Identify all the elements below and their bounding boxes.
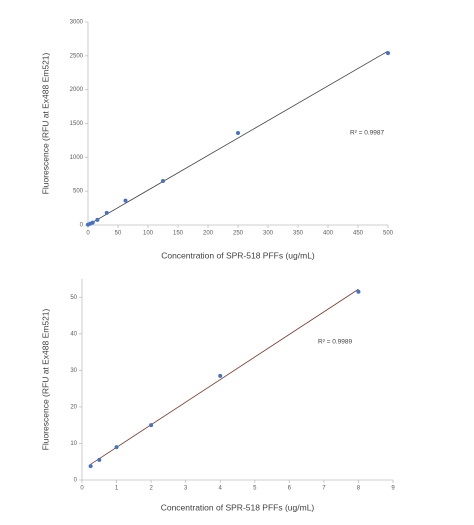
data-point xyxy=(356,289,361,294)
x-tick-label: 7 xyxy=(322,486,326,492)
x-tick-label: 1 xyxy=(115,486,119,492)
x-axis-title: Concentration of SPR-518 PFFs (ug/mL) xyxy=(161,250,315,260)
data-point xyxy=(161,179,165,184)
y-tick-label: 20 xyxy=(70,404,77,410)
x-tick-label: 200 xyxy=(203,231,214,237)
x-tick-label: 350 xyxy=(293,231,304,237)
data-point xyxy=(95,217,100,222)
data-point xyxy=(97,457,102,462)
trendline xyxy=(90,288,359,465)
x-tick-label: 8 xyxy=(357,486,361,492)
y-tick-label: 40 xyxy=(70,331,77,337)
x-tick-label: 150 xyxy=(173,231,184,237)
x-tick-label: 3 xyxy=(184,486,188,492)
x-tick-label: 250 xyxy=(233,231,244,237)
y-axis-title: Fluorescence (RFU at Ex488 Em521) xyxy=(40,52,50,194)
x-tick-label: 5 xyxy=(253,486,257,492)
x-tick-label: 2 xyxy=(149,486,153,492)
data-point xyxy=(236,130,240,135)
x-tick-label: 0 xyxy=(86,231,90,237)
data-point xyxy=(149,423,154,428)
trendline xyxy=(87,50,389,226)
x-tick-label: 500 xyxy=(383,231,394,237)
x-tick-label: 100 xyxy=(143,231,154,237)
data-point xyxy=(104,210,109,215)
y-tick-label: 10 xyxy=(70,441,77,447)
y-tick-label: 2000 xyxy=(70,87,84,93)
y-tick-label: 0 xyxy=(80,223,84,229)
y-tick-label: 0 xyxy=(74,478,78,484)
x-tick-label: 0 xyxy=(80,486,84,492)
y-tick-label: 50 xyxy=(70,295,77,301)
data-point xyxy=(88,464,93,469)
data-point xyxy=(386,51,390,56)
x-tick-label: 4 xyxy=(219,486,223,492)
data-point xyxy=(114,445,119,450)
y-tick-label: 30 xyxy=(70,368,77,374)
x-tick-label: 6 xyxy=(288,486,292,492)
x-axis-title: Concentration of SPR-518 PFFs (ug/mL) xyxy=(161,502,315,512)
data-point xyxy=(218,373,223,378)
x-tick-label: 400 xyxy=(323,231,334,237)
y-tick-label: 1000 xyxy=(70,155,84,161)
annotation: R² = 0.9989 xyxy=(318,339,353,346)
y-tick-label: 3000 xyxy=(70,20,84,26)
data-point xyxy=(123,198,128,203)
data-point xyxy=(90,220,95,225)
y-tick-label: 500 xyxy=(73,189,84,195)
x-tick-label: 50 xyxy=(115,231,122,237)
y-tick-label: 2500 xyxy=(70,53,84,59)
x-tick-label: 450 xyxy=(353,231,364,237)
annotation: R² = 0.9987 xyxy=(350,130,385,137)
x-tick-label: 300 xyxy=(263,231,274,237)
x-tick-label: 9 xyxy=(391,486,395,492)
y-axis-title: Fluorescence (RFU at Ex488 Em521) xyxy=(40,308,50,450)
y-tick-label: 1500 xyxy=(70,121,84,127)
